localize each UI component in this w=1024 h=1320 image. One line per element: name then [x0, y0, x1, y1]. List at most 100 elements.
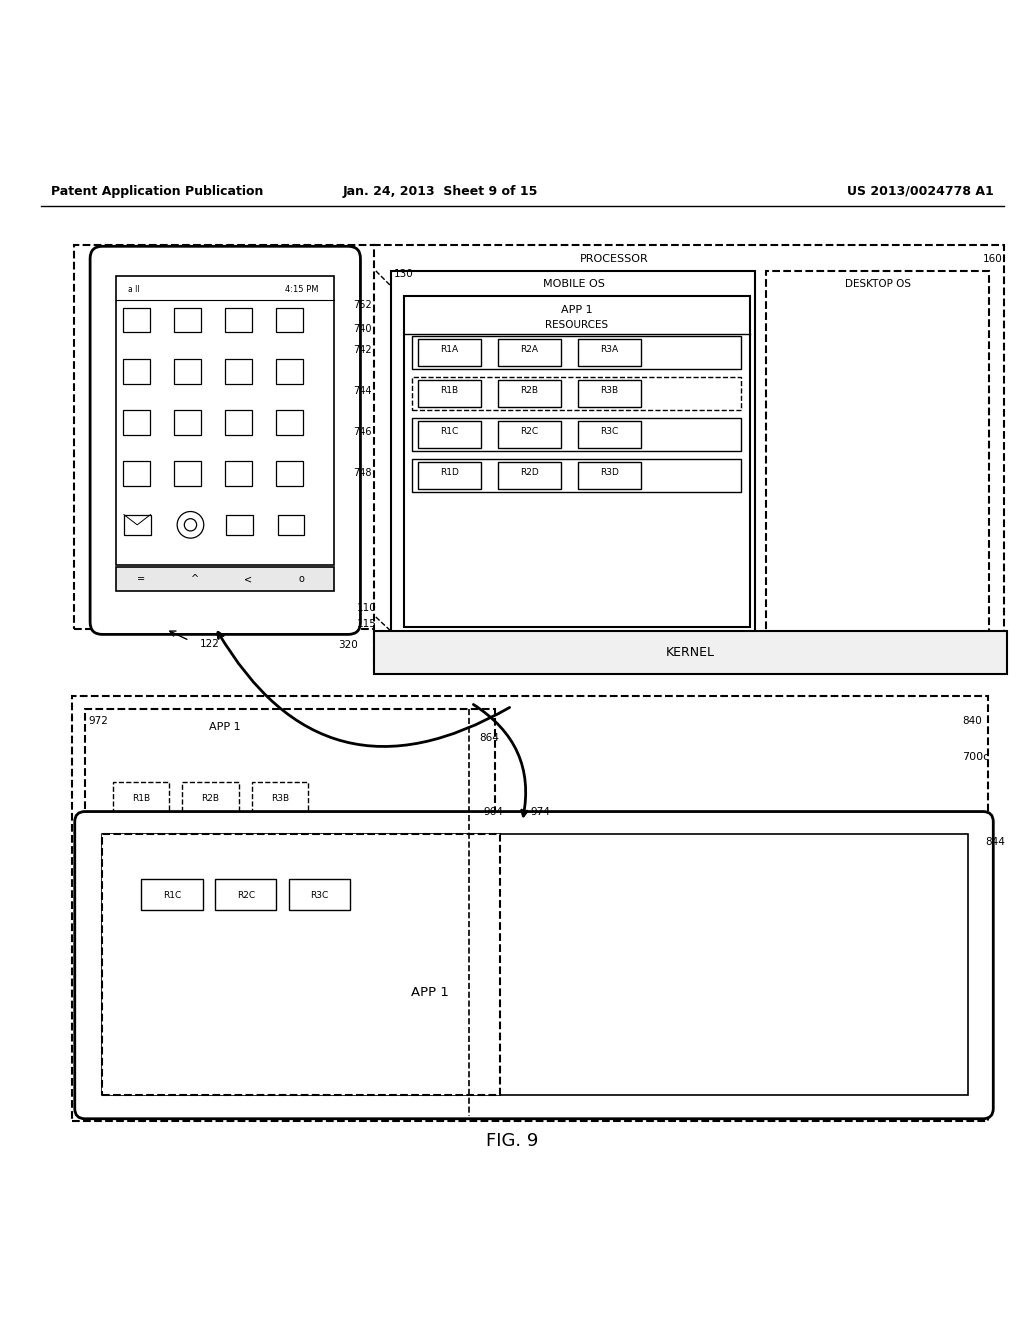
Bar	[102, 834, 968, 1096]
Bar	[276, 308, 303, 333]
Text: 130: 130	[394, 269, 414, 279]
Bar	[215, 879, 276, 909]
Bar	[123, 411, 150, 434]
Text: MOBILE OS: MOBILE OS	[543, 280, 604, 289]
Text: ^: ^	[190, 574, 199, 585]
Bar	[391, 271, 755, 644]
Text: 840: 840	[963, 717, 982, 726]
Text: 964: 964	[483, 807, 503, 817]
Bar	[418, 462, 481, 488]
Text: R1B: R1B	[440, 387, 459, 395]
Bar	[289, 879, 350, 909]
Bar	[578, 339, 641, 366]
Bar	[116, 566, 334, 591]
Bar	[276, 411, 303, 434]
Text: APP 1: APP 1	[412, 986, 449, 999]
Text: KERNEL: KERNEL	[666, 647, 715, 659]
Bar	[498, 380, 561, 407]
Text: R3C: R3C	[600, 428, 618, 436]
Bar	[72, 696, 988, 1121]
Text: PROCESSOR: PROCESSOR	[580, 253, 649, 264]
Text: APP 1: APP 1	[210, 722, 241, 731]
Text: R1B: R1B	[132, 793, 150, 803]
Text: 740: 740	[353, 325, 372, 334]
Text: 110: 110	[356, 603, 376, 612]
Text: <: <	[244, 574, 252, 585]
Bar	[412, 459, 741, 492]
Text: 864: 864	[479, 733, 499, 743]
Bar	[412, 418, 741, 451]
Text: 752: 752	[353, 300, 372, 310]
Bar	[278, 515, 304, 535]
Text: R2A: R2A	[520, 346, 539, 354]
Text: =: =	[137, 574, 145, 585]
Text: R2B: R2B	[520, 387, 539, 395]
Bar	[578, 462, 641, 488]
Bar	[225, 308, 252, 333]
Text: R2B: R2B	[202, 793, 219, 803]
Text: 115: 115	[356, 619, 376, 630]
Bar	[578, 380, 641, 407]
Text: 742: 742	[353, 345, 372, 355]
Text: Jan. 24, 2013  Sheet 9 of 15: Jan. 24, 2013 Sheet 9 of 15	[343, 185, 538, 198]
Bar	[116, 276, 334, 565]
Text: o: o	[298, 574, 304, 585]
Bar	[74, 246, 376, 630]
Bar	[123, 308, 150, 333]
Text: 320: 320	[339, 640, 358, 649]
Text: FIG. 9: FIG. 9	[485, 1133, 539, 1150]
Text: Patent Application Publication: Patent Application Publication	[51, 185, 263, 198]
Text: R1A: R1A	[440, 346, 459, 354]
Bar	[498, 421, 561, 447]
Text: RESOURCES: RESOURCES	[545, 321, 608, 330]
Text: 972: 972	[88, 717, 108, 726]
Text: R3A: R3A	[600, 346, 618, 354]
Bar	[498, 462, 561, 488]
Text: R1C: R1C	[440, 428, 459, 436]
Text: 160: 160	[983, 253, 1002, 264]
FancyBboxPatch shape	[75, 812, 993, 1119]
Text: a ll: a ll	[128, 285, 139, 294]
Bar	[141, 879, 203, 909]
Bar	[182, 781, 239, 813]
Text: DESKTOP OS: DESKTOP OS	[845, 280, 910, 289]
Text: R2C: R2C	[237, 891, 255, 900]
Bar	[113, 781, 169, 813]
Bar	[174, 308, 201, 333]
Text: 748: 748	[353, 467, 372, 478]
Bar	[174, 462, 201, 486]
Text: 700c: 700c	[963, 752, 990, 762]
Bar	[123, 462, 150, 486]
Bar	[418, 380, 481, 407]
Text: 746: 746	[353, 426, 372, 437]
Text: 974: 974	[530, 807, 550, 817]
Bar	[174, 411, 201, 434]
Bar	[498, 339, 561, 366]
Bar	[276, 359, 303, 384]
Bar	[174, 359, 201, 384]
Bar	[225, 462, 252, 486]
Bar	[225, 411, 252, 434]
Bar	[123, 359, 150, 384]
Text: 4:15 PM: 4:15 PM	[285, 285, 318, 294]
Bar	[252, 781, 308, 813]
Text: R1D: R1D	[440, 469, 459, 477]
FancyBboxPatch shape	[90, 247, 360, 635]
Text: 844: 844	[985, 837, 1005, 847]
Bar	[418, 339, 481, 366]
Bar	[124, 515, 151, 535]
Text: R3B: R3B	[271, 793, 289, 803]
Text: R3B: R3B	[600, 387, 618, 395]
Bar	[226, 515, 253, 535]
Bar	[374, 246, 1004, 671]
Text: R2D: R2D	[520, 469, 539, 477]
Bar	[374, 631, 1007, 675]
Bar	[85, 709, 495, 935]
Bar	[225, 359, 252, 384]
Text: 744: 744	[353, 385, 372, 396]
Bar	[102, 834, 500, 1096]
Bar	[578, 421, 641, 447]
Text: R2C: R2C	[520, 428, 539, 436]
Bar	[276, 462, 303, 486]
Text: R1C: R1C	[163, 891, 181, 900]
